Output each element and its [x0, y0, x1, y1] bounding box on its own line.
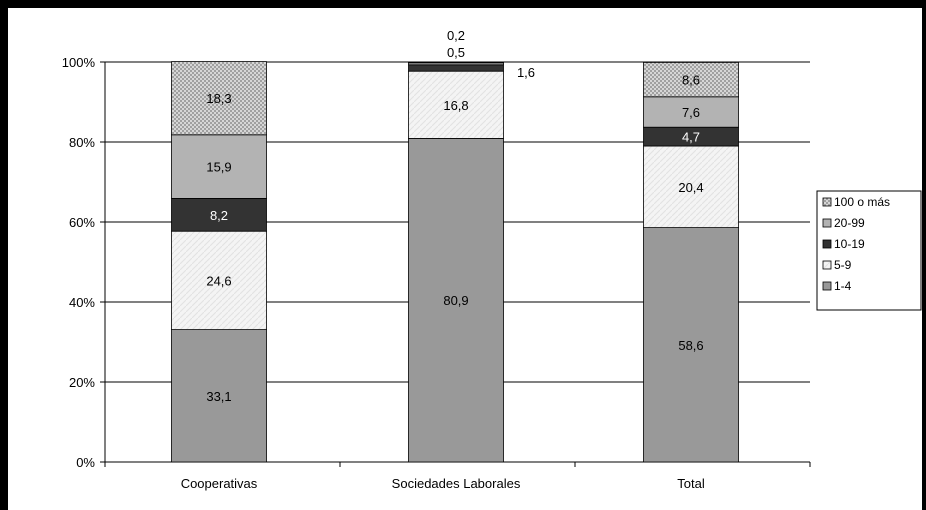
data-label: 0,5 — [447, 45, 465, 60]
legend-swatch — [822, 281, 832, 291]
bar-segment — [171, 134, 267, 199]
data-label: 8,6 — [682, 73, 700, 88]
legend-label: 20-99 — [834, 216, 865, 230]
bar-segment — [171, 329, 267, 463]
bar-segment — [408, 64, 504, 72]
legend-swatch — [822, 218, 832, 228]
data-label: 33,1 — [206, 389, 231, 404]
y-tick-label: 60% — [69, 215, 95, 230]
data-label: 1,6 — [517, 65, 535, 80]
data-label: 20,4 — [678, 180, 703, 195]
data-label: 7,6 — [682, 105, 700, 120]
data-label: 16,8 — [443, 98, 468, 113]
data-label: 0,2 — [447, 28, 465, 43]
bar-segment — [643, 227, 739, 463]
data-label: 58,6 — [678, 338, 703, 353]
y-tick-label: 100% — [62, 55, 96, 70]
bar-segment — [171, 197, 267, 232]
legend-swatch — [822, 239, 832, 249]
legend-label: 100 o más — [834, 195, 890, 209]
legend-swatch — [822, 260, 832, 270]
legend-box — [816, 190, 922, 311]
data-label: 80,9 — [443, 293, 468, 308]
y-tick-label: 80% — [69, 135, 95, 150]
x-tick-label: Total — [677, 476, 705, 491]
bar-segment — [171, 61, 267, 136]
y-tick-label: 40% — [69, 295, 95, 310]
x-tick-label: Cooperativas — [181, 476, 258, 491]
data-label: 15,9 — [206, 160, 231, 175]
data-label: 18,3 — [206, 91, 231, 106]
legend-swatch — [822, 197, 832, 207]
legend-label: 5-9 — [834, 258, 852, 272]
data-label: 24,6 — [206, 273, 231, 288]
legend-label: 10-19 — [834, 237, 865, 251]
bar-segment — [643, 96, 739, 128]
legend-label: 1-4 — [834, 279, 852, 293]
bar-segment — [643, 62, 739, 98]
bar-segment — [408, 61, 504, 64]
x-tick-label: Sociedades Laborales — [392, 476, 521, 491]
bar-segment — [408, 70, 504, 139]
y-tick-label: 0% — [76, 455, 95, 470]
data-label: 8,2 — [210, 208, 228, 223]
y-tick-label: 20% — [69, 375, 95, 390]
data-label: 4,7 — [682, 130, 700, 145]
bar-segment — [171, 230, 267, 330]
bar-segment — [408, 137, 504, 463]
